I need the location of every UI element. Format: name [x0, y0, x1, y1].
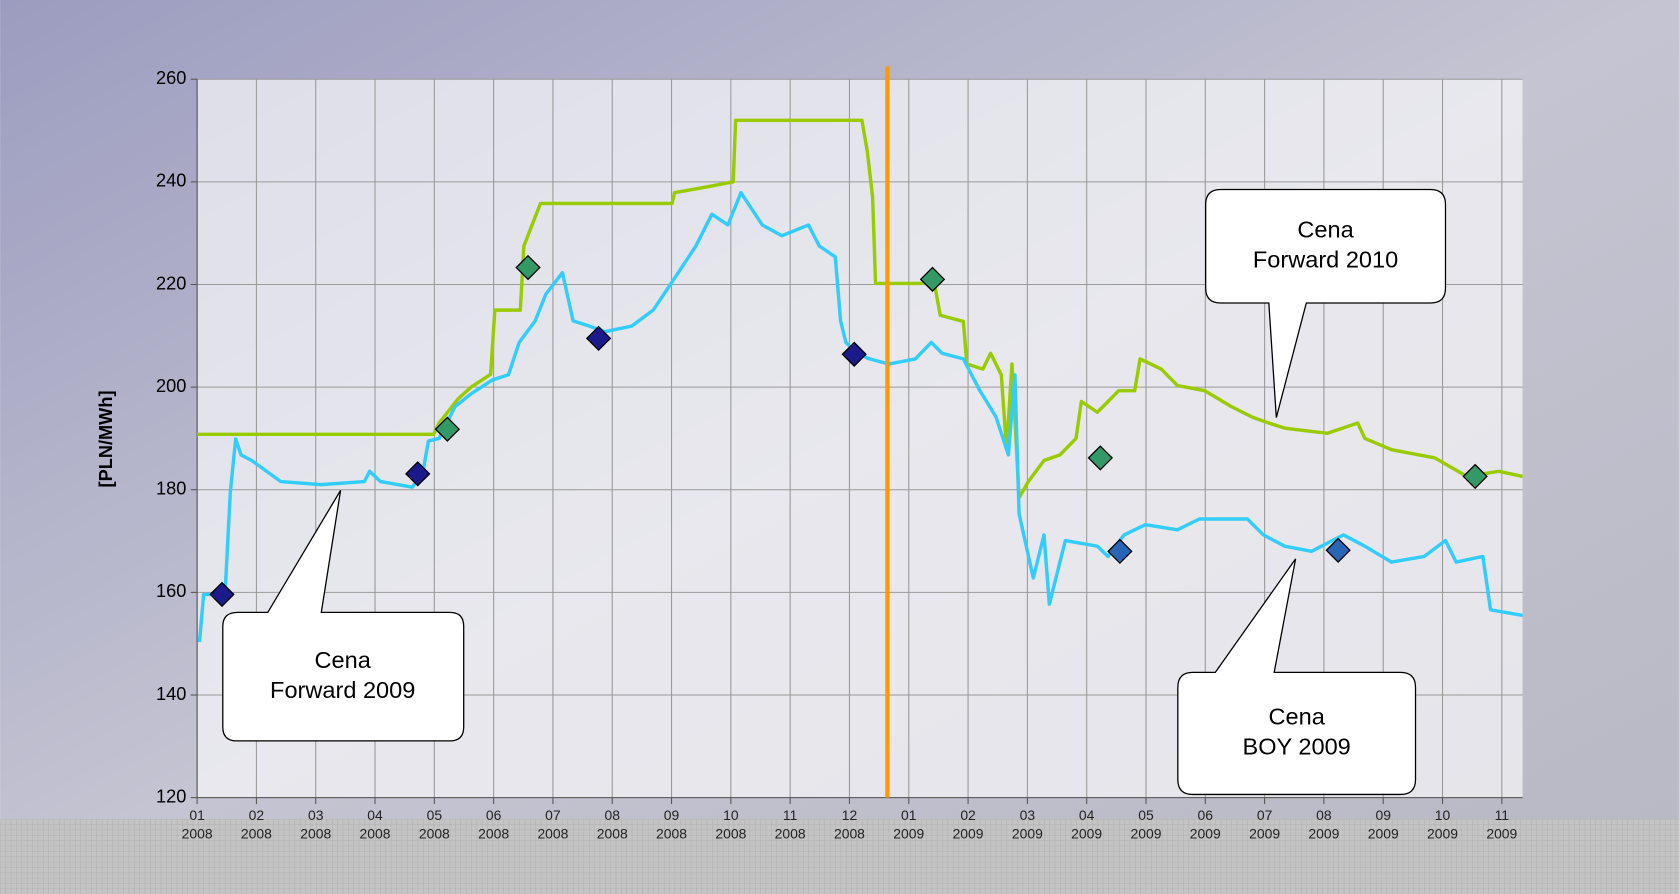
x-tick-label: 09 2009	[1367, 807, 1399, 842]
bottom-strip	[0, 819, 1679, 894]
diamond-marker	[1087, 445, 1114, 471]
callout-text: Cena	[315, 647, 372, 673]
diamond-marker	[841, 341, 867, 367]
y-tick-label: 120	[156, 786, 186, 806]
x-tick-label-box: 06 2009	[1189, 807, 1221, 842]
y-tick-label: 160	[156, 581, 186, 601]
x-tick-label-box: 04 2008	[359, 807, 391, 842]
x-tick-label-box: 05 2008	[418, 807, 450, 842]
diamond-marker	[405, 461, 431, 487]
y-tick-label: 140	[156, 684, 186, 704]
callout-text: Cena	[1297, 216, 1354, 242]
x-tick-label: 08 2008	[596, 807, 628, 842]
callouts: Cena Forward 2009 Cena Forward 2010 Cena BOY …	[222, 188, 1447, 796]
x-tick-label-box: 02 2008	[240, 807, 272, 842]
x-tick-label: 01 2009	[893, 807, 925, 842]
diamond-marker	[919, 266, 946, 293]
y-tick-label: 220	[156, 273, 186, 293]
x-tick-label: 05 2008	[418, 807, 450, 842]
x-tick-label: 07 2009	[1249, 807, 1281, 842]
x-tick-label: 11 2008	[774, 807, 806, 842]
x-tick-label-box: 01 2009	[893, 807, 925, 842]
x-tick-label-box: 01 2008	[181, 807, 213, 842]
x-tick-label: 04 2008	[359, 807, 391, 842]
diamond-marker	[1462, 463, 1488, 490]
diamond-marker	[1325, 537, 1351, 563]
x-tick-label-box: 11 2009	[1486, 807, 1518, 842]
diamond-marker	[1107, 538, 1133, 565]
callout-box	[222, 490, 465, 742]
x-tick-label: 03 2009	[1011, 807, 1043, 842]
x-tick-label-box: 03 2009	[1011, 807, 1043, 842]
diamond-marker	[585, 325, 612, 352]
x-tick-label-box: 06 2008	[478, 807, 510, 842]
x-tick-label: 04 2009	[1071, 807, 1103, 842]
x-tick-label-box: 08 2008	[596, 807, 628, 842]
y-axis-label: [PLN/MWh]	[96, 390, 116, 487]
x-tick-label: 03 2008	[300, 807, 332, 842]
x-tick-label: 09 2008	[656, 807, 688, 842]
x-tick-label-box: 02 2009	[952, 807, 984, 842]
x-tick-label: 11 2009	[1486, 807, 1518, 842]
x-tick-label-box: 10 2009	[1427, 807, 1458, 842]
x-tick-label-box: 03 2008	[300, 807, 332, 842]
x-tick-label: 06 2008	[478, 807, 510, 842]
x-tick-label: 06 2009	[1189, 807, 1221, 842]
x-tick-label-box: 11 2008	[774, 807, 806, 842]
x-tick-label: 02 2009	[952, 807, 984, 842]
y-tick-label: 260	[156, 68, 186, 88]
x-tick-label: 08 2009	[1308, 807, 1340, 842]
x-tick-label: 12 2008	[833, 807, 865, 842]
x-tick-label-box: 10 2008	[715, 807, 747, 842]
x-tick-label-box: 08 2009	[1308, 807, 1340, 842]
x-tick-label: 01 2008	[181, 807, 213, 842]
diamond-marker	[209, 581, 235, 608]
diamond-marker	[515, 254, 541, 281]
x-tick-label: 10 2008	[715, 807, 747, 842]
x-tick-label-box: 09 2008	[656, 807, 688, 842]
callout-text: Forward 2009	[270, 677, 415, 703]
x-tick-label-box: 12 2008	[833, 807, 865, 842]
x-tick-label: 10 2009	[1427, 807, 1458, 842]
x-tick-label-box: 07 2009	[1249, 807, 1281, 842]
callout-text: BOY 2009	[1243, 734, 1351, 760]
diamond-marker	[434, 416, 461, 442]
x-tick-label: 02 2008	[240, 807, 272, 842]
x-tick-label-box: 09 2009	[1367, 807, 1399, 842]
callout-box	[1177, 558, 1417, 796]
callout-box	[1205, 188, 1447, 418]
x-tick-label-box: 07 2008	[537, 807, 569, 842]
x-tick-label: 05 2009	[1130, 807, 1162, 842]
callout-text: Cena	[1269, 704, 1326, 730]
y-tick-label: 240	[156, 171, 186, 191]
y-tick-label: 200	[156, 376, 186, 396]
x-tick-label-box: 04 2009	[1071, 807, 1103, 842]
x-tick-label: 07 2008	[537, 807, 569, 842]
x-tick-label-box: 05 2009	[1130, 807, 1162, 842]
y-tick-label: 180	[156, 479, 186, 499]
callout-text: Forward 2010	[1253, 246, 1398, 272]
marks	[197, 66, 1523, 798]
